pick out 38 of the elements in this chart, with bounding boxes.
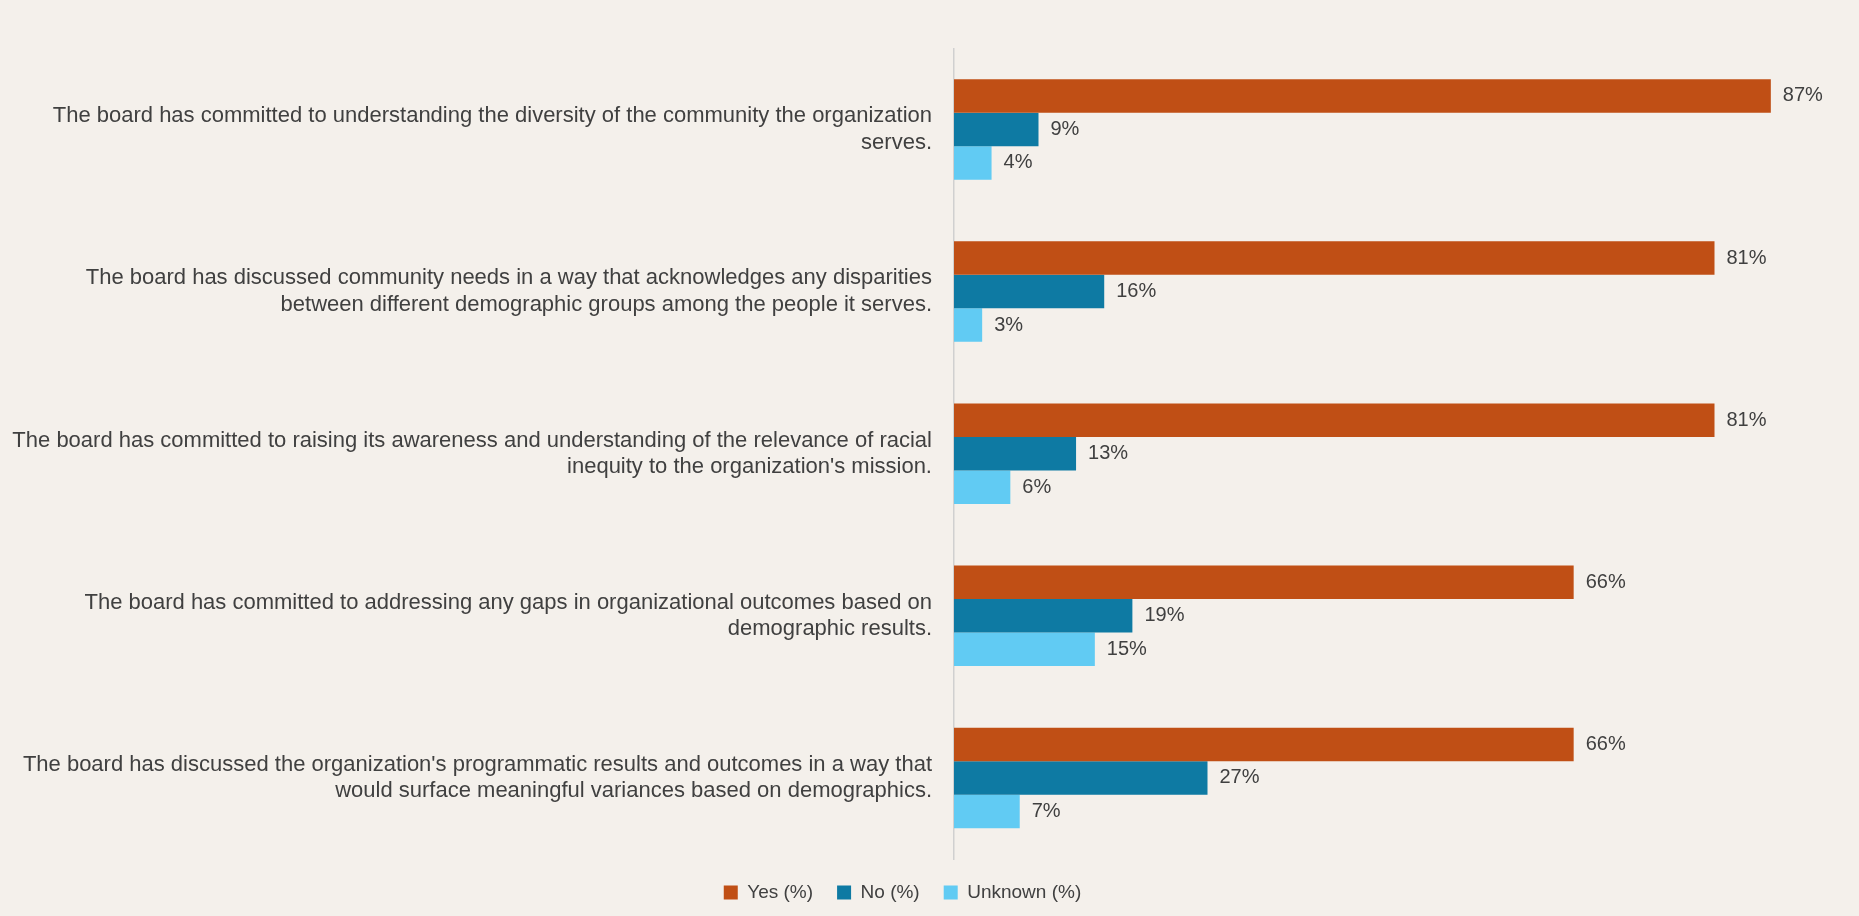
y-tick-label: The board has discussed the organization's programmatic results and outcomes in a way that would surface meaningful variances based on demographics. <box>22 750 932 803</box>
data-label: 16% <box>1116 279 1157 302</box>
data-label: 7% <box>1031 798 1061 821</box>
y-tick-label: The board has committed to raising its awareness and understanding of the relevance of racial inequity to the organization's mission. <box>12 426 932 478</box>
bar <box>954 241 1715 275</box>
data-label: 6% <box>1022 474 1052 497</box>
legend-label: Yes (%) <box>747 880 814 902</box>
bar <box>954 274 1105 309</box>
data-label: 13% <box>1088 441 1129 464</box>
data-label: 3% <box>994 312 1024 335</box>
bar <box>954 146 992 180</box>
legend-label: No (%) <box>860 880 920 902</box>
bar <box>954 565 1574 600</box>
data-label: 87% <box>1782 83 1824 106</box>
bar <box>954 727 1574 762</box>
y-tick-label: The board has committed to understanding the diversity of the community the organization serves. <box>52 102 932 154</box>
data-label: 66% <box>1585 731 1626 754</box>
bar <box>954 112 1039 147</box>
data-label: 81% <box>1726 407 1767 430</box>
bar <box>954 470 1011 504</box>
bar <box>954 632 1095 667</box>
data-label: 27% <box>1219 765 1260 788</box>
y-tick-label: The board has discussed community needs in a way that acknowledges any disparities between different demographic groups among the people it serves. <box>85 264 932 316</box>
bar <box>954 436 1077 471</box>
data-label: 66% <box>1585 569 1626 592</box>
data-label: 19% <box>1144 603 1185 626</box>
bar <box>954 403 1715 437</box>
bar <box>954 794 1020 829</box>
data-label: 9% <box>1050 116 1080 139</box>
bar <box>954 599 1133 633</box>
y-tick-label: The board has committed to addressing any gaps in organizational outcomes based on demographic results. <box>84 588 932 641</box>
bar <box>954 761 1208 795</box>
bar <box>954 308 983 342</box>
bar <box>954 79 1771 113</box>
data-label: 4% <box>1003 150 1033 173</box>
data-label: 81% <box>1726 245 1767 268</box>
data-label: 15% <box>1106 636 1148 659</box>
legend-label: Unknown (%) <box>967 880 1082 902</box>
